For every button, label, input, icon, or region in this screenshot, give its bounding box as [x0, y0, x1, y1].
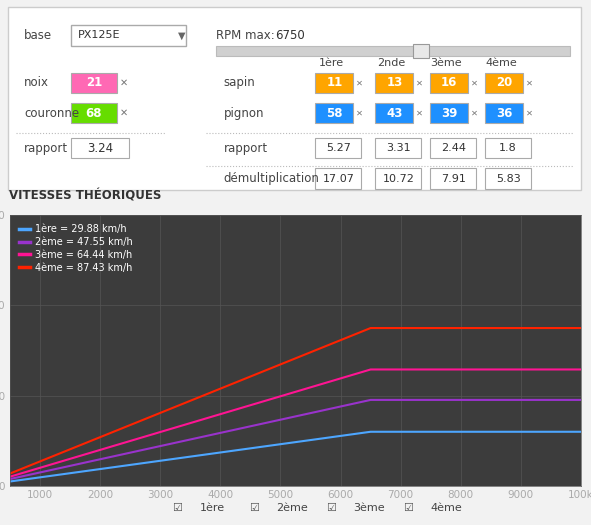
Text: 21: 21: [86, 76, 102, 89]
Text: 43: 43: [386, 107, 402, 120]
Text: 1ère: 1ère: [319, 58, 344, 68]
Text: VITESSES THÉORIQUES: VITESSES THÉORIQUES: [9, 189, 161, 202]
Bar: [375, 169, 421, 188]
Text: 1.8: 1.8: [499, 143, 517, 153]
Bar: [485, 73, 523, 93]
Bar: [430, 103, 468, 123]
Text: 68: 68: [86, 107, 102, 120]
Text: ✕: ✕: [120, 78, 128, 88]
Text: pignon: pignon: [223, 107, 264, 120]
Bar: [375, 138, 421, 159]
Text: ✕: ✕: [356, 78, 363, 87]
Text: 10.72: 10.72: [382, 174, 414, 184]
Text: 4ème: 4ème: [485, 58, 517, 68]
Text: ✕: ✕: [526, 109, 533, 118]
Bar: [430, 73, 468, 93]
Text: ▼: ▼: [178, 30, 185, 40]
Text: 5.27: 5.27: [326, 143, 351, 153]
Text: ✕: ✕: [356, 109, 363, 118]
Text: 11: 11: [326, 76, 343, 89]
Text: rapport: rapport: [223, 142, 268, 155]
Legend: 1ère = 29.88 km/h, 2ème = 47.55 km/h, 3ème = 64.44 km/h, 4ème = 87.43 km/h: 1ère = 29.88 km/h, 2ème = 47.55 km/h, 3è…: [15, 220, 137, 277]
Bar: [71, 73, 117, 93]
Text: base: base: [24, 29, 52, 42]
Bar: [430, 138, 476, 159]
Text: RPM max:: RPM max:: [216, 29, 274, 42]
Text: 58: 58: [326, 107, 343, 120]
Text: rapport: rapport: [24, 142, 68, 155]
Text: ✕: ✕: [471, 109, 478, 118]
Text: 2.44: 2.44: [441, 143, 466, 153]
Bar: [71, 103, 117, 123]
Bar: [216, 46, 570, 56]
Text: 6750: 6750: [275, 29, 306, 42]
Text: noix: noix: [24, 76, 49, 89]
Text: PX125E: PX125E: [78, 30, 121, 40]
Bar: [485, 103, 523, 123]
Text: 3.31: 3.31: [386, 143, 411, 153]
Bar: [316, 138, 362, 159]
Text: ☑: ☑: [403, 503, 413, 513]
Text: 39: 39: [441, 107, 457, 120]
Text: ✕: ✕: [526, 78, 533, 87]
Text: 1ère: 1ère: [200, 503, 225, 513]
Text: ✕: ✕: [416, 78, 423, 87]
Text: ☑: ☑: [173, 503, 182, 513]
Bar: [375, 73, 413, 93]
Text: 2ème: 2ème: [277, 503, 309, 513]
Bar: [430, 169, 476, 188]
Text: 7.91: 7.91: [441, 174, 466, 184]
Bar: [375, 103, 413, 123]
Text: 13: 13: [387, 76, 402, 89]
Text: 3ème: 3ème: [353, 503, 385, 513]
Text: ✕: ✕: [416, 109, 423, 118]
Text: ✕: ✕: [120, 108, 128, 118]
Text: couronne: couronne: [24, 107, 79, 120]
Text: ✕: ✕: [471, 78, 478, 87]
Bar: [316, 103, 353, 123]
Bar: [485, 169, 531, 188]
Bar: [71, 138, 129, 159]
Text: ☑: ☑: [249, 503, 259, 513]
Text: 3.24: 3.24: [87, 142, 113, 155]
Text: 16: 16: [441, 76, 457, 89]
Text: 3ème: 3ème: [430, 58, 462, 68]
Text: 5.83: 5.83: [496, 174, 521, 184]
Bar: [413, 44, 429, 58]
Text: 20: 20: [496, 76, 512, 89]
Text: sapin: sapin: [223, 76, 255, 89]
Bar: [71, 25, 186, 46]
Text: démultiplication: démultiplication: [223, 172, 320, 185]
Text: 36: 36: [496, 107, 512, 120]
Bar: [316, 169, 362, 188]
Bar: [316, 73, 353, 93]
Text: 2nde: 2nde: [377, 58, 405, 68]
Bar: [485, 138, 531, 159]
Text: ☑: ☑: [326, 503, 336, 513]
Text: 17.07: 17.07: [323, 174, 355, 184]
Text: 4ème: 4ème: [430, 503, 462, 513]
